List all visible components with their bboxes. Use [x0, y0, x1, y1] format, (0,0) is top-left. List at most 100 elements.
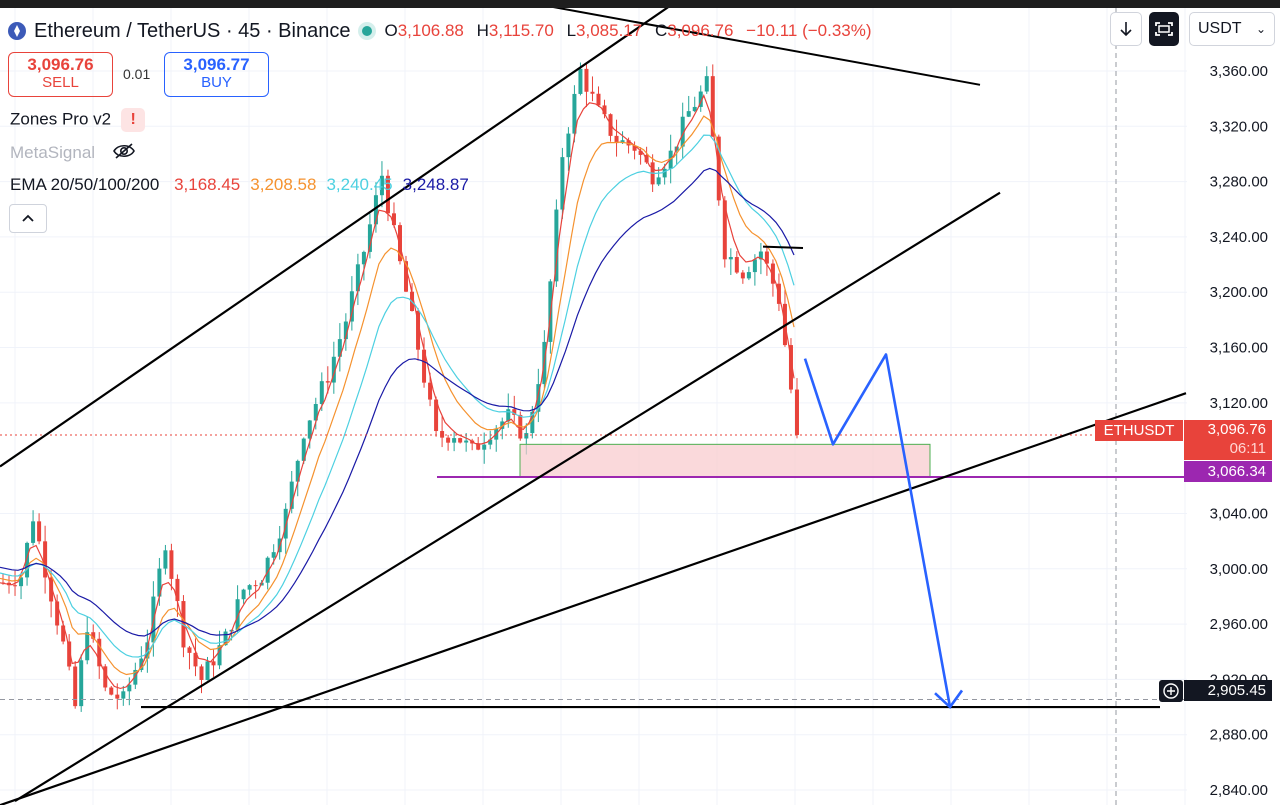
- candle-body: [440, 431, 445, 438]
- candle-body: [187, 647, 192, 653]
- candle-body: [157, 568, 162, 597]
- indicator-zones[interactable]: Zones Pro v2!: [10, 108, 146, 132]
- chart-header: Ethereum / TetherUS · 45 · Binance O3,10…: [8, 17, 872, 45]
- crosshair-price-label: 2,905.45: [1184, 680, 1272, 701]
- collapse-indicators-button[interactable]: [9, 204, 47, 233]
- candle-body: [752, 259, 757, 273]
- currency-value: USDT: [1198, 20, 1242, 37]
- candle-body: [686, 111, 691, 117]
- download-icon: [1120, 22, 1132, 37]
- candle-body: [530, 411, 535, 434]
- y-tick-label: 3,120.00: [1210, 395, 1268, 412]
- candle-body: [710, 76, 715, 137]
- candle-body: [247, 585, 252, 590]
- candle-body: [85, 632, 90, 661]
- candle-body: [25, 542, 30, 578]
- candle-body: [97, 638, 102, 667]
- candle-body: [488, 439, 493, 445]
- candle-body: [788, 345, 793, 390]
- y-tick-label: 2,960.00: [1210, 616, 1268, 633]
- y-tick-label: 3,360.00: [1210, 63, 1268, 80]
- ema-line-1: [0, 115, 795, 676]
- candle-body: [49, 577, 54, 602]
- candle-body: [662, 168, 667, 178]
- support-level-label: 3,066.34: [1184, 461, 1272, 482]
- indicator-zones-label: Zones Pro v2: [10, 109, 112, 129]
- candle-body: [434, 399, 439, 432]
- candle-body: [680, 116, 685, 147]
- resistance-line: [553, 8, 981, 86]
- chevron-down-icon: ⌄: [1255, 22, 1266, 36]
- candle-body: [722, 200, 727, 260]
- candle-body: [103, 666, 108, 688]
- candle-body: [253, 585, 258, 587]
- candle-body: [500, 421, 505, 429]
- candle-body: [265, 557, 270, 583]
- ema-line-2: [0, 134, 795, 658]
- candle-body: [73, 666, 78, 707]
- candle-body: [614, 135, 619, 144]
- warning-icon[interactable]: !: [121, 108, 146, 132]
- candle-body: [758, 251, 763, 260]
- candle-body: [127, 684, 132, 692]
- candle-body: [416, 310, 421, 350]
- candle-body: [325, 381, 330, 383]
- candle-body: [223, 631, 228, 646]
- candle-body: [770, 263, 775, 284]
- candle-body: [31, 521, 36, 543]
- candle-body: [175, 578, 180, 602]
- ema-value-2: 3,240.45: [326, 175, 393, 194]
- candle-body: [746, 272, 751, 279]
- indicator-metasignal[interactable]: MetaSignal: [10, 142, 136, 165]
- candle-body: [482, 444, 487, 450]
- candle-body: [698, 91, 703, 107]
- add-alert-button[interactable]: [1159, 680, 1183, 702]
- eye-hidden-icon[interactable]: [112, 142, 136, 165]
- buy-button[interactable]: 3,096.77 BUY: [164, 52, 269, 97]
- candle-body: [295, 460, 300, 482]
- currency-select[interactable]: USDT ⌄: [1189, 12, 1275, 46]
- symbol-title[interactable]: Ethereum / TetherUS · 45 · Binance: [34, 19, 351, 42]
- plus-circle-icon: [1163, 683, 1179, 699]
- y-tick-label: 3,240.00: [1210, 229, 1268, 246]
- candle-body: [391, 213, 396, 226]
- indicator-ema[interactable]: EMA 20/50/100/200 3,168.45 3,208.58 3,240.…: [10, 175, 469, 195]
- candle-body: [79, 660, 84, 707]
- candle-body: [446, 437, 451, 443]
- candle-body: [632, 145, 637, 151]
- candle-body: [458, 438, 463, 443]
- sell-button[interactable]: 3,096.76 SELL: [8, 52, 113, 97]
- candle-body: [301, 438, 306, 461]
- y-tick-label: 2,880.00: [1210, 727, 1268, 744]
- candle-body: [343, 321, 348, 340]
- last-price-label: 3,096.76 06:11: [1184, 420, 1272, 460]
- download-button[interactable]: [1110, 12, 1142, 46]
- candle-body: [91, 632, 96, 639]
- price-chart[interactable]: 3,360.00 3,320.00 3,280.00 3,240.00 3,200.00…: [0, 8, 1280, 805]
- candle-body: [235, 599, 240, 630]
- ema-value-3: 3,248.87: [402, 175, 469, 194]
- candle-body: [704, 76, 709, 92]
- y-tick-label: 3,040.00: [1210, 505, 1268, 522]
- countdown-value: 06:11: [1229, 440, 1266, 457]
- candle-body: [271, 552, 276, 558]
- fullscreen-button[interactable]: [1149, 12, 1179, 46]
- candle-body: [19, 577, 24, 587]
- candle-body: [590, 91, 595, 94]
- ema-label: EMA 20/50/100/200: [10, 175, 160, 194]
- candle-body: [199, 666, 204, 680]
- candle-body: [764, 251, 769, 264]
- candle-body: [626, 140, 631, 146]
- candle-body: [205, 661, 210, 680]
- candle-body: [169, 550, 174, 579]
- spread-value: 0.01: [123, 66, 151, 82]
- candle-body: [602, 105, 607, 115]
- ema-value-0: 3,168.45: [174, 175, 241, 194]
- y-tick-label: 2,840.00: [1210, 782, 1268, 799]
- candle-body: [367, 224, 372, 252]
- ema-line-3: [0, 167, 795, 637]
- candle-body: [43, 541, 48, 578]
- candle-body: [181, 601, 186, 648]
- candle-body: [373, 195, 378, 225]
- demand-zone: [519, 443, 931, 478]
